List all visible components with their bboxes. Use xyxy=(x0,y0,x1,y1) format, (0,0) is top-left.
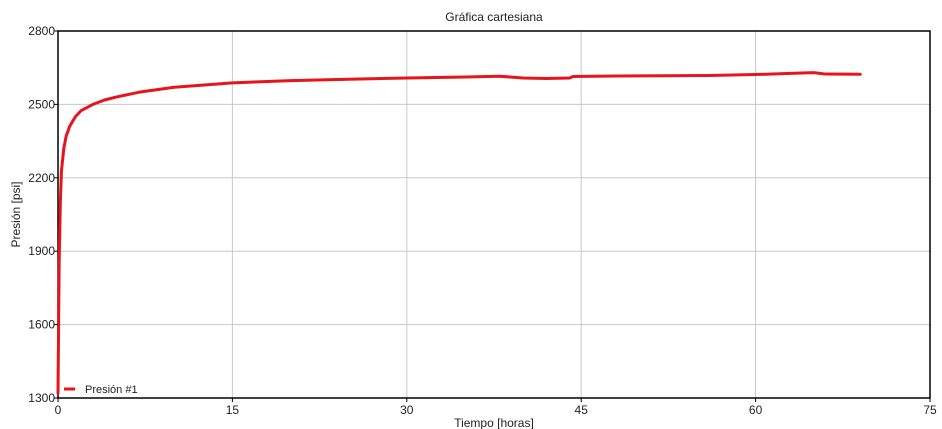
y-tick-label: 1600 xyxy=(28,318,55,332)
series-layer xyxy=(56,71,862,395)
x-axis-ticks: 0 15 30 45 60 75 xyxy=(55,398,937,417)
series-line-presion-1 xyxy=(56,71,862,395)
plot-frame xyxy=(57,30,931,399)
y-axis-ticks: 1300 1600 1900 2200 2500 2800 xyxy=(28,24,58,405)
y-tick-label: 2200 xyxy=(28,171,55,185)
grid-lines xyxy=(58,31,930,398)
y-tick-label: 2500 xyxy=(28,97,55,111)
y-tick-label: 1300 xyxy=(28,391,55,405)
x-tick-label: 15 xyxy=(226,403,240,417)
y-tick-label: 1900 xyxy=(28,244,55,258)
legend: Presión #1 xyxy=(64,384,138,396)
x-tick-label: 45 xyxy=(575,403,589,417)
x-tick-label: 75 xyxy=(923,403,937,417)
x-axis-label: Tiempo [horas] xyxy=(454,416,534,429)
chart-title: Gráfica cartesiana xyxy=(445,10,543,24)
y-tick-label: 2800 xyxy=(28,24,55,38)
x-tick-label: 30 xyxy=(400,403,414,417)
x-tick-label: 60 xyxy=(749,403,763,417)
x-tick-label: 0 xyxy=(55,403,62,417)
y-axis-label: Presión [psi] xyxy=(9,181,23,247)
legend-label-presion-1: Presión #1 xyxy=(85,384,138,396)
